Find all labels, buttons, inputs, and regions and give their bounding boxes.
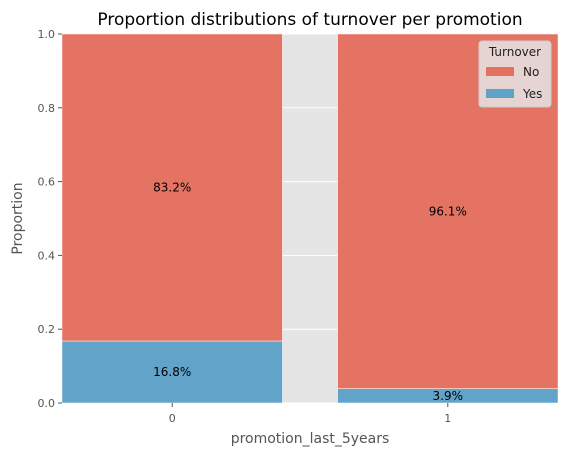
y-axis-label: Proportion — [10, 182, 26, 254]
x-tick-label: 1 — [444, 412, 451, 425]
y-tick-label: 0.0 — [38, 397, 56, 410]
y-tick-label: 0.8 — [38, 102, 56, 115]
chart-title: Proportion distributions of turnover per… — [97, 10, 522, 30]
y-tick-label: 0.6 — [38, 176, 56, 189]
legend: Turnover No Yes — [478, 40, 552, 108]
data-label-no-0: 83.2% — [153, 181, 191, 195]
data-label-yes-0: 16.8% — [153, 365, 191, 379]
bar-yes-0 — [61, 340, 283, 404]
data-labels: 16.8% 83.2% 3.9% 96.1% — [153, 181, 467, 403]
x-axis-label: promotion_last_5years — [231, 431, 390, 447]
data-label-no-1: 96.1% — [429, 204, 467, 218]
data-label-yes-1: 3.9% — [433, 389, 464, 403]
y-tick-label: 0.2 — [38, 323, 56, 336]
y-tick-label: 0.4 — [38, 249, 56, 262]
x-tick-label: 0 — [169, 412, 176, 425]
legend-entry-no: No — [523, 65, 539, 79]
bar-no-0 — [61, 33, 283, 342]
legend-swatch-yes — [486, 89, 514, 98]
legend-swatch-no — [486, 67, 514, 76]
y-tick-label: 1.0 — [38, 28, 56, 41]
legend-entry-yes: Yes — [522, 87, 542, 101]
y-axis-ticks: 0.0 0.2 0.4 0.6 0.8 1.0 — [38, 28, 62, 410]
legend-title: Turnover — [488, 45, 541, 59]
